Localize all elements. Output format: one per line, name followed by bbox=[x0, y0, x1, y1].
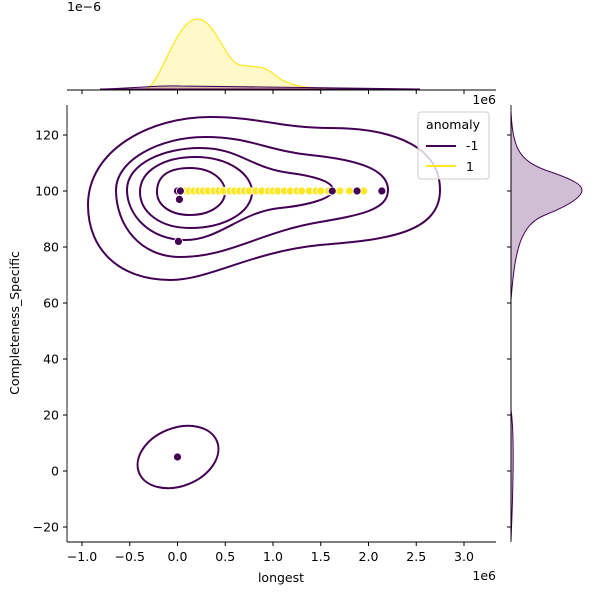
x-tick-label: 1.0 bbox=[263, 549, 283, 564]
x-tick-label: 0.0 bbox=[168, 549, 188, 564]
scatter-points bbox=[173, 186, 387, 462]
point-anomaly-neg1 bbox=[173, 452, 182, 462]
right-kde-anomaly-neg1 bbox=[510, 111, 583, 541]
top-kde-anomaly-1 bbox=[144, 18, 341, 90]
y-tick-label: 40 bbox=[43, 352, 59, 367]
point-anomaly-1 bbox=[297, 186, 307, 196]
top-offset-label: 1e−6 bbox=[67, 0, 101, 14]
x-tick-label: 2.5 bbox=[406, 549, 426, 564]
point-anomaly-1 bbox=[335, 186, 345, 196]
y-tick-label: 100 bbox=[35, 184, 59, 199]
point-anomaly-neg1 bbox=[377, 186, 387, 196]
contour-level-2 bbox=[114, 135, 390, 259]
point-anomaly-neg1 bbox=[175, 194, 184, 204]
top-marginal: 1e−6 bbox=[67, 0, 496, 94]
point-anomaly-neg1 bbox=[352, 186, 362, 196]
y-tick-label: 20 bbox=[43, 408, 59, 423]
x-offset-label-bottom: 1e6 bbox=[472, 568, 496, 583]
x-tick-label: 2.0 bbox=[359, 549, 379, 564]
x-tick-label: −1.0 bbox=[67, 549, 97, 564]
legend-entry-1: 1 bbox=[466, 159, 474, 174]
x-tick-label: 3.0 bbox=[454, 549, 474, 564]
x-axis-label: longest bbox=[258, 570, 304, 585]
contour-low-cluster bbox=[136, 424, 220, 490]
point-anomaly-1 bbox=[316, 186, 326, 196]
y-tick-label: 0 bbox=[51, 464, 59, 479]
y-tick-label: −20 bbox=[33, 520, 59, 535]
legend-entry-neg1: -1 bbox=[466, 138, 478, 153]
point-anomaly-1 bbox=[344, 186, 354, 196]
top-kde-anomaly-neg1 bbox=[99, 85, 421, 90]
y-tick-label: 120 bbox=[35, 128, 59, 143]
y-axis-label: Completeness_Specific bbox=[7, 251, 22, 395]
x-tick-label: 1.5 bbox=[311, 549, 331, 564]
x-tick-label: 0.5 bbox=[215, 549, 235, 564]
point-anomaly-neg1 bbox=[175, 186, 185, 196]
point-anomaly-neg1 bbox=[174, 236, 183, 246]
right-marginal bbox=[507, 105, 583, 542]
x-tick-label: −0.5 bbox=[115, 549, 145, 564]
contour-level-1 bbox=[86, 115, 442, 282]
x-offset-label-top: 1e6 bbox=[472, 92, 496, 107]
y-tick-label: 60 bbox=[43, 296, 59, 311]
legend-title: anomaly bbox=[426, 117, 481, 132]
legend: anomaly -1 1 bbox=[417, 111, 490, 180]
kde-contours bbox=[86, 115, 442, 490]
y-tick-label: 80 bbox=[43, 240, 59, 255]
point-anomaly-neg1 bbox=[327, 186, 337, 196]
